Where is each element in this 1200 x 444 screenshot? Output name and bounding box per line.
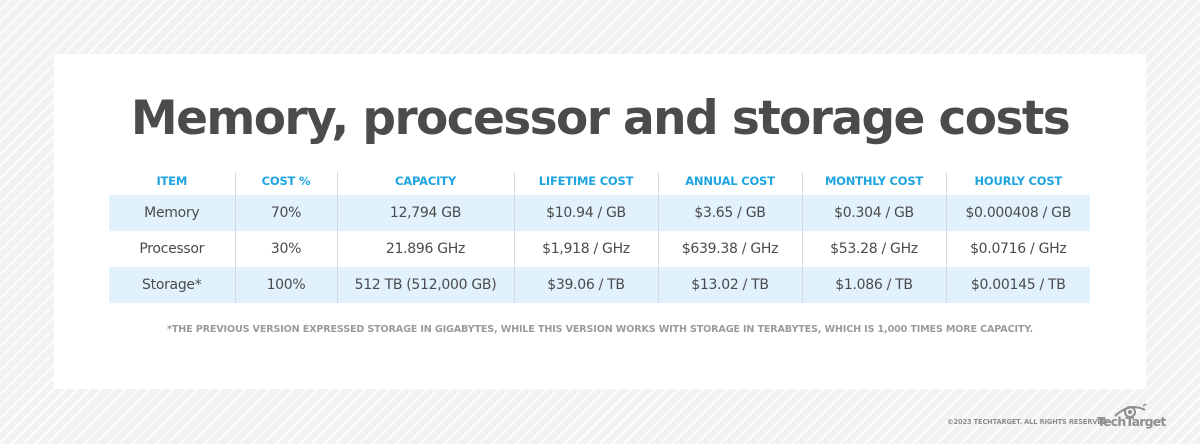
cell-item: Processor (139, 241, 205, 257)
cell-hourly-cost: $0.0716 / GHz (945, 231, 1090, 267)
cell-capacity: 512 TB (512,000 GB) (336, 267, 514, 303)
header-capacity: CAPACITY (336, 172, 514, 195)
page-title: Memory, processor and storage costs (130, 91, 1071, 146)
cell-capacity: 21.896 GHz (336, 231, 514, 267)
eye-icon (1114, 403, 1147, 418)
cell-cost-percent: 100% (234, 267, 337, 303)
cell-item: Storage* (109, 267, 235, 303)
cost-table: ITEM COST % CAPACITY LIFETIME COST ANNUA… (109, 172, 1090, 303)
header-hourly-cost: HOURLY COST (945, 172, 1090, 195)
header-item: ITEM (156, 174, 188, 188)
cell-annual-cost: $3.65 / GB (657, 195, 802, 231)
infographic-card: Memory, processor and storage costs ITEM… (54, 54, 1146, 389)
cell-monthly-cost: $53.28 / GHz (801, 231, 946, 267)
cell-capacity: 12,794 GB (336, 195, 514, 231)
header-annual-cost: ANNUAL COST (657, 172, 802, 195)
footnote: *THE PREVIOUS VERSION EXPRESSED STORAGE … (167, 324, 1033, 335)
cell-cost-percent: 30% (234, 231, 337, 267)
table-row-processor: Processor 30% 21.896 GHz $1,918 / GHz $6… (109, 231, 1090, 267)
table-header-row: ITEM COST % CAPACITY LIFETIME COST ANNUA… (109, 172, 1090, 195)
cell-lifetime-cost: $10.94 / GB (513, 195, 658, 231)
cell-item: Memory (109, 195, 235, 231)
cell-lifetime-cost: $39.06 / TB (513, 267, 658, 303)
table-row-memory: Memory 70% 12,794 GB $10.94 / GB $3.65 /… (109, 195, 1090, 231)
cell-cost-percent: 70% (234, 195, 337, 231)
cell-annual-cost: $13.02 / TB (657, 267, 802, 303)
copyright-notice: ©2023 TECHTARGET. ALL RIGHTS RESERVED (947, 418, 1108, 426)
header-cost-percent: COST % (234, 172, 337, 195)
cell-hourly-cost: $0.00145 / TB (945, 267, 1090, 303)
cell-hourly-cost: $0.000408 / GB (945, 195, 1090, 231)
cell-lifetime-cost: $1,918 / GHz (513, 231, 658, 267)
brand-logo: TechTarget (1097, 414, 1166, 429)
cell-annual-cost: $639.38 / GHz (657, 231, 802, 267)
header-monthly-cost: MONTHLY COST (801, 172, 946, 195)
header-lifetime-cost: LIFETIME COST (513, 172, 658, 195)
table-row-storage: Storage* 100% 512 TB (512,000 GB) $39.06… (109, 267, 1090, 303)
cell-monthly-cost: $1.086 / TB (801, 267, 946, 303)
cell-monthly-cost: $0.304 / GB (801, 195, 946, 231)
